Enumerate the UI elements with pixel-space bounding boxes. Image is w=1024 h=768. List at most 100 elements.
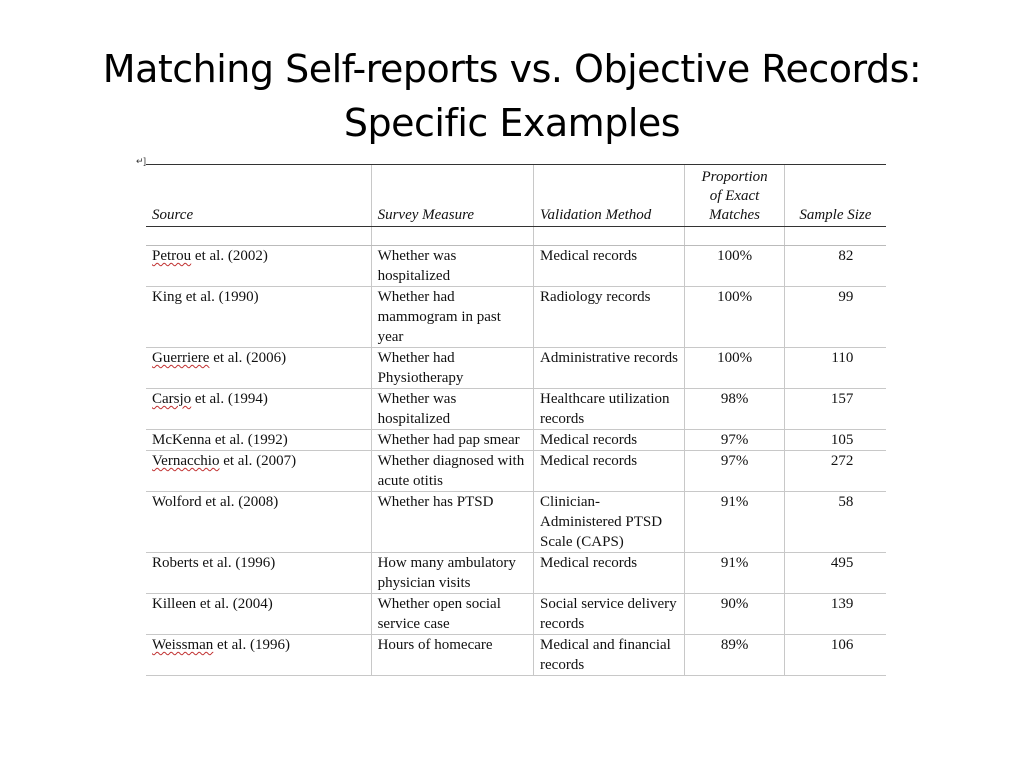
source-citation: et al. (2002) [191,248,268,264]
cell-proportion: 100% [684,286,785,348]
cell-proportion: 100% [684,347,785,389]
cell-sample-size: 110 [783,347,886,389]
table-row: Petrou et al. (2002) Whether was hospital… [146,245,886,287]
cell-sample-size: 139 [783,593,886,635]
cell-survey-measure: Whether was hospitalized [370,245,534,287]
source-author: King et al. (1990) [152,289,259,305]
cell-survey-measure: Whether open social service case [370,593,534,635]
cell-validation-method: Healthcare utilization records [533,388,685,430]
cell-proportion: 97% [684,450,785,492]
source-citation: et al. (1994) [191,391,268,407]
table-row: Guerriere et al. (2006) Whether had Physi… [146,347,886,389]
cell-validation-method: Medical records [533,429,685,451]
cell-source: Killeen et al. (2004) [146,593,372,635]
cell-sample-size: 99 [783,286,886,348]
spacer-cell [684,226,785,246]
header-proportion-line-1: Proportion [701,169,768,185]
source-author: Roberts et al. (1996) [152,555,276,571]
cell-survey-measure: Whether had pap smear [370,429,534,451]
sample-size-value: 82 [838,248,854,264]
sample-size-value: 157 [830,391,854,407]
table-container: Source Survey Measure Validation Method … [146,164,886,676]
cell-survey-measure: Whether was hospitalized [370,388,534,430]
sample-size-value: 495 [830,555,854,571]
sample-size-value: 105 [830,432,854,448]
table-row: King et al. (1990) Whether had mammogram … [146,286,886,348]
source-author: Vernacchio [152,453,220,469]
cell-survey-measure: Whether diagnosed with acute otitis [370,450,534,492]
cell-validation-method: Radiology records [533,286,685,348]
table-header-row: Source Survey Measure Validation Method … [146,164,886,227]
cell-validation-method: Medical records [533,450,685,492]
slide-title: Matching Self-reports vs. Objective Reco… [0,42,1024,150]
cell-sample-size: 106 [783,634,886,676]
spacer-cell [146,226,372,246]
header-source: Source [146,164,372,227]
cell-proportion: 90% [684,593,785,635]
header-proportion-line-2: of Exact [709,188,760,204]
cell-survey-measure: Hours of homecare [370,634,534,676]
cell-sample-size: 272 [783,450,886,492]
cell-proportion: 89% [684,634,785,676]
cell-survey-measure: Whether had Physiotherapy [370,347,534,389]
cell-source: King et al. (1990) [146,286,372,348]
spacer-cell [370,226,534,246]
slide-title-line-2: Specific Examples [343,101,681,145]
cell-source: Weissman et al. (1996) [146,634,372,676]
cell-source: Roberts et al. (1996) [146,552,372,594]
sample-size-value: 139 [830,596,854,612]
cell-source: Carsjo et al. (1994) [146,388,372,430]
sample-size-value: 272 [830,453,854,469]
header-proportion-line-3: Matches [709,207,760,223]
table-row: Roberts et al. (1996) How many ambulatory… [146,552,886,594]
spacer-cell [533,226,685,246]
table-row: Wolford et al. (2008) Whether has PTSD Cli… [146,491,886,553]
cell-source: Petrou et al. (2002) [146,245,372,287]
cell-survey-measure: Whether had mammogram in past year [370,286,534,348]
source-citation: et al. (2006) [209,350,287,366]
cell-validation-method: Medical records [533,245,685,287]
cell-validation-method: Social service delivery records [533,593,685,635]
paragraph-anchor-icon: ↵] [136,156,147,166]
table-row: Carsjo et al. (1994) Whether was hospital… [146,388,886,430]
source-author: Weissman [152,637,214,653]
source-citation: et al. (2007) [219,453,297,469]
header-validation-method: Validation Method [533,164,685,227]
sample-size-value: 58 [838,494,854,510]
cell-survey-measure: How many ambulatory physician visits [370,552,534,594]
cell-sample-size: 58 [783,491,886,553]
cell-source: McKenna et al. (1992) [146,429,372,451]
cell-validation-method: Medical records [533,552,685,594]
cell-proportion: 91% [684,552,785,594]
slide-title-line-1: Matching Self-reports vs. Objective Reco… [102,47,922,91]
source-author: Wolford et al. (2008) [152,494,279,510]
cell-validation-method: Clinician-Administered PTSD Scale (CAPS) [533,491,685,553]
cell-sample-size: 495 [783,552,886,594]
cell-survey-measure: Whether has PTSD [370,491,534,553]
source-author: Carsjo [152,391,192,407]
sample-size-value: 99 [838,289,854,305]
source-author: Petrou [152,248,192,264]
source-citation: et al. (1996) [213,637,290,653]
cell-proportion: 98% [684,388,785,430]
table-row: McKenna et al. (1992) Whether had pap sme… [146,429,886,451]
sample-size-value: 106 [830,637,854,653]
cell-validation-method: Medical and financial records [533,634,685,676]
cell-proportion: 97% [684,429,785,451]
cell-proportion: 100% [684,245,785,287]
cell-source: Guerriere et al. (2006) [146,347,372,389]
sample-size-value: 110 [831,350,854,366]
table-row: Weissman et al. (1996) Hours of homecare M… [146,634,886,676]
cell-sample-size: 157 [783,388,886,430]
table-spacer-row [146,226,886,246]
cell-source: Vernacchio et al. (2007) [146,450,372,492]
header-proportion-exact-matches: Proportion of Exact Matches [684,164,785,227]
header-survey-measure: Survey Measure [370,164,534,227]
table-row: Killeen et al. (2004) Whether open social… [146,593,886,635]
validation-studies-table: Source Survey Measure Validation Method … [146,164,886,676]
cell-sample-size: 105 [783,429,886,451]
cell-proportion: 91% [684,491,785,553]
cell-source: Wolford et al. (2008) [146,491,372,553]
table-row: Vernacchio et al. (2007) Whether diagnose… [146,450,886,492]
source-author: Killeen et al. (2004) [152,596,273,612]
